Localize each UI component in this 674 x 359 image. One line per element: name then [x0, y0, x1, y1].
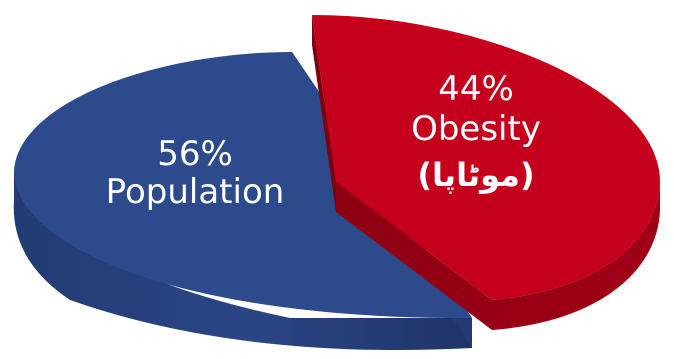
label-obesity-sub: (موٹاپا) [417, 156, 534, 194]
label-population-name: Population [106, 172, 285, 212]
slice-obesity [312, 15, 660, 300]
label-obesity-percent: 44% [438, 69, 514, 109]
slice-population-side [13, 170, 472, 350]
label-population-percent: 56% [157, 134, 233, 174]
slice-obesity-side [336, 182, 660, 330]
label-obesity-name: Obesity [411, 109, 541, 149]
slice-obesity-cut-face [312, 15, 336, 212]
slice-population [14, 52, 472, 319]
